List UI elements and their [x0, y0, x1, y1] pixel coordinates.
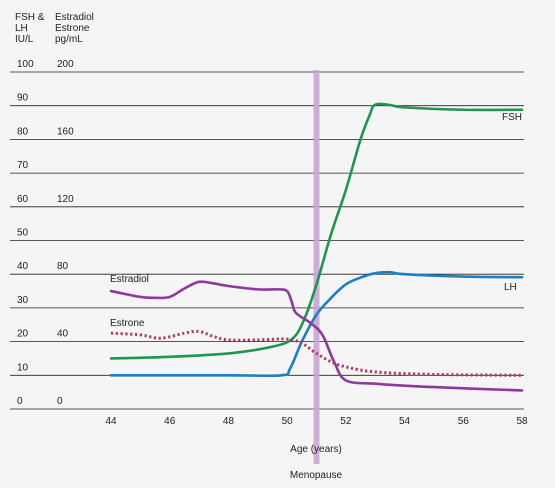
fsh-series-label: FSH: [502, 112, 522, 123]
x-tick-label: 54: [399, 416, 411, 427]
left-tick-label: 0: [17, 396, 23, 407]
header-right-line-3: pg/mL: [55, 34, 83, 45]
estradiol-series-line: [109, 280, 524, 392]
left-tick-label: 50: [17, 228, 29, 239]
left-tick-label: 70: [17, 160, 29, 171]
left-tick-label: 10: [17, 362, 29, 373]
x-tick-label: 46: [164, 416, 176, 427]
header-left-line-1: FSH &: [15, 12, 45, 23]
left-tick-label: 30: [17, 295, 29, 306]
right-tick-label: 120: [57, 194, 74, 205]
left-tick-label: 100: [17, 59, 34, 70]
x-axis-label: Age (years): [290, 444, 342, 455]
left-tick-label: 40: [17, 261, 29, 272]
left-tick-label: 90: [17, 93, 29, 104]
x-tick-label: 48: [223, 416, 235, 427]
lh-series-label: LH: [504, 282, 517, 293]
header-left-line-2: LH: [15, 23, 28, 34]
x-tick-label: 52: [340, 416, 352, 427]
estrone-series-line: [110, 329, 523, 377]
x-tick-label: 50: [282, 416, 294, 427]
menopause-band: [313, 70, 320, 464]
lh-series-line: [109, 270, 524, 378]
right-tick-label: 40: [57, 329, 69, 340]
right-tick-label: 200: [57, 59, 74, 70]
left-tick-label: 20: [17, 329, 29, 340]
menopause-label: Menopause: [290, 470, 343, 481]
right-tick-label: 160: [57, 126, 74, 137]
x-tick-label: 58: [516, 416, 528, 427]
x-tick-label: 44: [105, 416, 117, 427]
left-tick-label: 60: [17, 194, 29, 205]
x-tick-label: 56: [458, 416, 470, 427]
left-tick-label: 80: [17, 126, 29, 137]
header-right-line-1: Estradiol: [55, 12, 94, 23]
header-left-line-3: IU/L: [15, 34, 34, 45]
header-right-line-2: Estrone: [55, 23, 90, 34]
right-tick-label: 80: [57, 261, 69, 272]
estrone-series-label: Estrone: [110, 318, 145, 329]
right-tick-label: 0: [57, 396, 63, 407]
estradiol-series-label: Estradiol: [110, 274, 149, 285]
fsh-series-line: [109, 102, 524, 360]
